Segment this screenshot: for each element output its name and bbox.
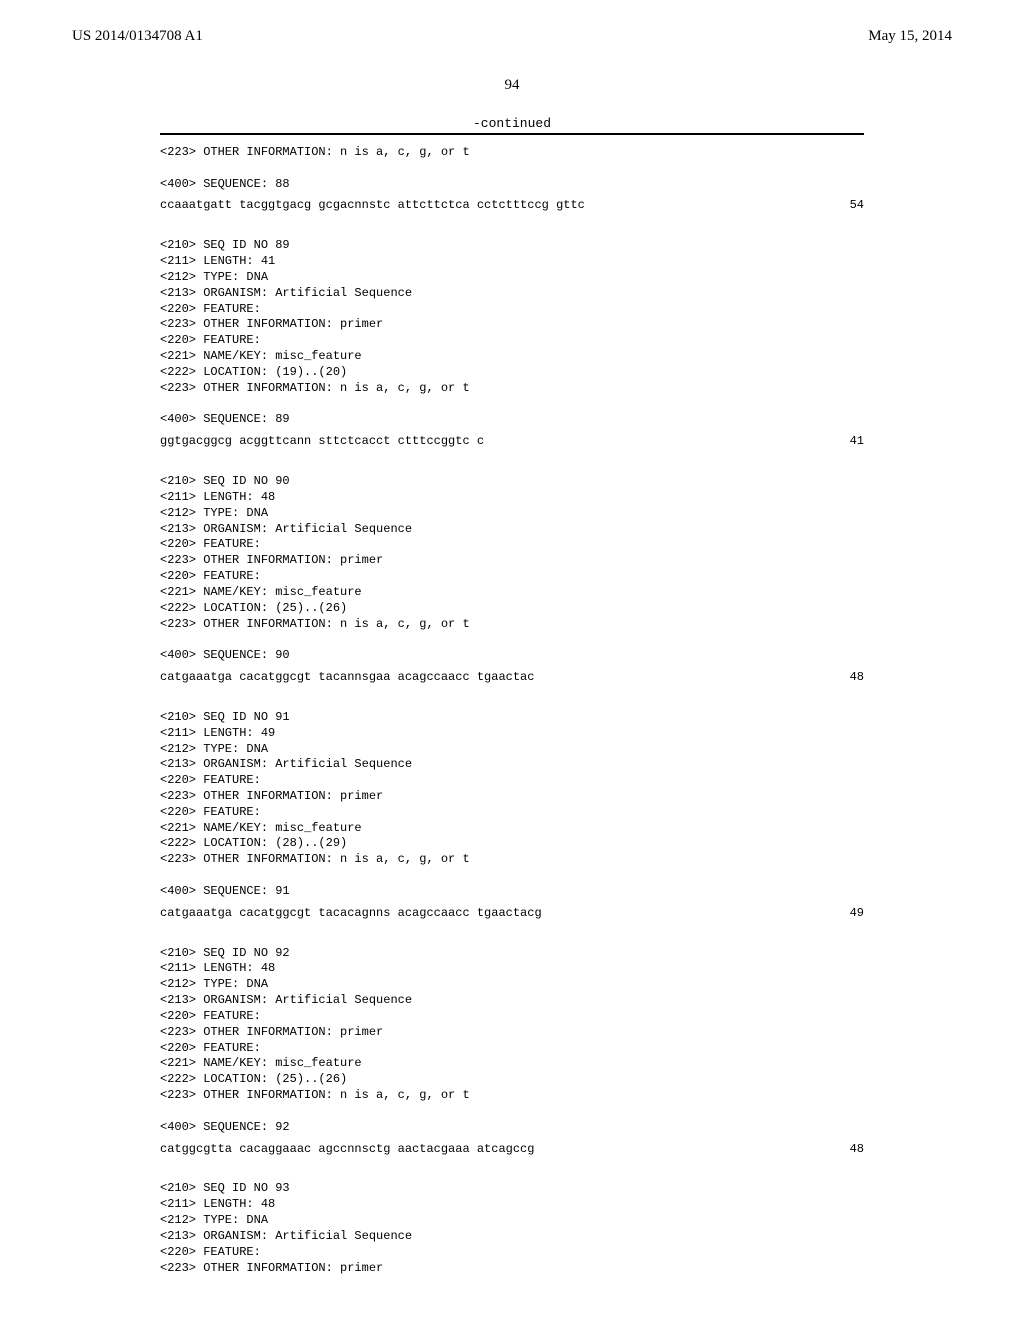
seq-meta-line: <210> SEQ ID NO 92 (160, 946, 864, 962)
seq-meta-line: <212> TYPE: DNA (160, 742, 864, 758)
continued-label: -continued (0, 116, 1024, 131)
sequence-length: 41 (850, 434, 864, 450)
sequence-text: ggtgacggcg acggttcann sttctcacct ctttccg… (160, 434, 484, 450)
publication-date: May 15, 2014 (868, 28, 952, 45)
seq-meta-line: <223> OTHER INFORMATION: primer (160, 1261, 864, 1277)
seq-meta-line: <211> LENGTH: 49 (160, 726, 864, 742)
seq-meta-line: <223> OTHER INFORMATION: primer (160, 789, 864, 805)
sequence-row: ggtgacggcg acggttcann sttctcacct ctttccg… (160, 434, 864, 450)
sequence-text: catggcgtta cacaggaaac agccnnsctg aactacg… (160, 1142, 534, 1158)
seq-meta-line: <223> OTHER INFORMATION: n is a, c, g, o… (160, 145, 864, 161)
publication-number: US 2014/0134708 A1 (72, 28, 203, 45)
sequence-length: 54 (850, 198, 864, 214)
page-header: US 2014/0134708 A1 May 15, 2014 (0, 0, 1024, 45)
sequence-length: 49 (850, 906, 864, 922)
seq-meta-line: <223> OTHER INFORMATION: primer (160, 1025, 864, 1041)
sequence-text: catgaaatga cacatggcgt tacannsgaa acagcca… (160, 670, 534, 686)
seq-meta-line (160, 868, 864, 884)
seq-meta-line: <212> TYPE: DNA (160, 977, 864, 993)
seq-meta-line: <222> LOCATION: (25)..(26) (160, 1072, 864, 1088)
seq-meta-line: <400> SEQUENCE: 92 (160, 1120, 864, 1136)
seq-meta-line: <220> FEATURE: (160, 773, 864, 789)
seq-meta-line: <220> FEATURE: (160, 1245, 864, 1261)
seq-meta-line: <220> FEATURE: (160, 333, 864, 349)
seq-meta-line: <211> LENGTH: 48 (160, 1197, 864, 1213)
seq-meta-line: <220> FEATURE: (160, 1009, 864, 1025)
sequence-length: 48 (850, 1142, 864, 1158)
seq-meta-line: <211> LENGTH: 41 (160, 254, 864, 270)
seq-meta-line: <211> LENGTH: 48 (160, 961, 864, 977)
seq-meta-line: <222> LOCATION: (28)..(29) (160, 836, 864, 852)
seq-meta-line: <210> SEQ ID NO 93 (160, 1181, 864, 1197)
seq-meta-line: <220> FEATURE: (160, 302, 864, 318)
seq-meta-line: <223> OTHER INFORMATION: primer (160, 553, 864, 569)
seq-meta-line: <221> NAME/KEY: misc_feature (160, 821, 864, 837)
sequence-text: catgaaatga cacatggcgt tacacagnns acagcca… (160, 906, 542, 922)
spacer (160, 214, 864, 238)
seq-meta-line: <400> SEQUENCE: 90 (160, 648, 864, 664)
sequence-length: 48 (850, 670, 864, 686)
seq-meta-line: <210> SEQ ID NO 91 (160, 710, 864, 726)
seq-meta-line: <211> LENGTH: 48 (160, 490, 864, 506)
seq-meta-line: <213> ORGANISM: Artificial Sequence (160, 522, 864, 538)
sequence-row: catggcgtta cacaggaaac agccnnsctg aactacg… (160, 1142, 864, 1158)
seq-meta-line: <220> FEATURE: (160, 805, 864, 821)
seq-meta-line (160, 397, 864, 413)
sequence-text: ccaaatgatt tacggtgacg gcgacnnstc attcttc… (160, 198, 585, 214)
spacer (160, 686, 864, 710)
seq-meta-line: <223> OTHER INFORMATION: primer (160, 317, 864, 333)
sequence-row: ccaaatgatt tacggtgacg gcgacnnstc attcttc… (160, 198, 864, 214)
seq-meta-line: <213> ORGANISM: Artificial Sequence (160, 757, 864, 773)
spacer (160, 450, 864, 474)
seq-meta-line: <221> NAME/KEY: misc_feature (160, 349, 864, 365)
seq-meta-line: <221> NAME/KEY: misc_feature (160, 1056, 864, 1072)
seq-meta-line: <212> TYPE: DNA (160, 506, 864, 522)
seq-meta-line: <400> SEQUENCE: 89 (160, 412, 864, 428)
seq-meta-line: <220> FEATURE: (160, 537, 864, 553)
seq-meta-line: <222> LOCATION: (19)..(20) (160, 365, 864, 381)
seq-meta-line: <220> FEATURE: (160, 569, 864, 585)
seq-meta-line: <220> FEATURE: (160, 1041, 864, 1057)
seq-meta-line: <213> ORGANISM: Artificial Sequence (160, 1229, 864, 1245)
seq-meta-line: <223> OTHER INFORMATION: n is a, c, g, o… (160, 617, 864, 633)
seq-meta-line: <212> TYPE: DNA (160, 1213, 864, 1229)
seq-meta-line: <221> NAME/KEY: misc_feature (160, 585, 864, 601)
seq-meta-line (160, 632, 864, 648)
seq-meta-line: <210> SEQ ID NO 90 (160, 474, 864, 490)
sequence-row: catgaaatga cacatggcgt tacacagnns acagcca… (160, 906, 864, 922)
seq-meta-line: <223> OTHER INFORMATION: n is a, c, g, o… (160, 852, 864, 868)
spacer (160, 922, 864, 946)
seq-meta-line: <222> LOCATION: (25)..(26) (160, 601, 864, 617)
seq-meta-line: <210> SEQ ID NO 89 (160, 238, 864, 254)
seq-meta-line: <212> TYPE: DNA (160, 270, 864, 286)
seq-meta-line (160, 1104, 864, 1120)
page-number: 94 (0, 77, 1024, 94)
seq-meta-line: <223> OTHER INFORMATION: n is a, c, g, o… (160, 1088, 864, 1104)
seq-meta-line: <223> OTHER INFORMATION: n is a, c, g, o… (160, 381, 864, 397)
sequence-listing: <223> OTHER INFORMATION: n is a, c, g, o… (0, 135, 1024, 1276)
seq-meta-line: <400> SEQUENCE: 91 (160, 884, 864, 900)
seq-meta-line: <213> ORGANISM: Artificial Sequence (160, 993, 864, 1009)
sequence-row: catgaaatga cacatggcgt tacannsgaa acagcca… (160, 670, 864, 686)
seq-meta-line (160, 161, 864, 177)
seq-meta-line: <213> ORGANISM: Artificial Sequence (160, 286, 864, 302)
seq-meta-line: <400> SEQUENCE: 88 (160, 177, 864, 193)
spacer (160, 1157, 864, 1181)
